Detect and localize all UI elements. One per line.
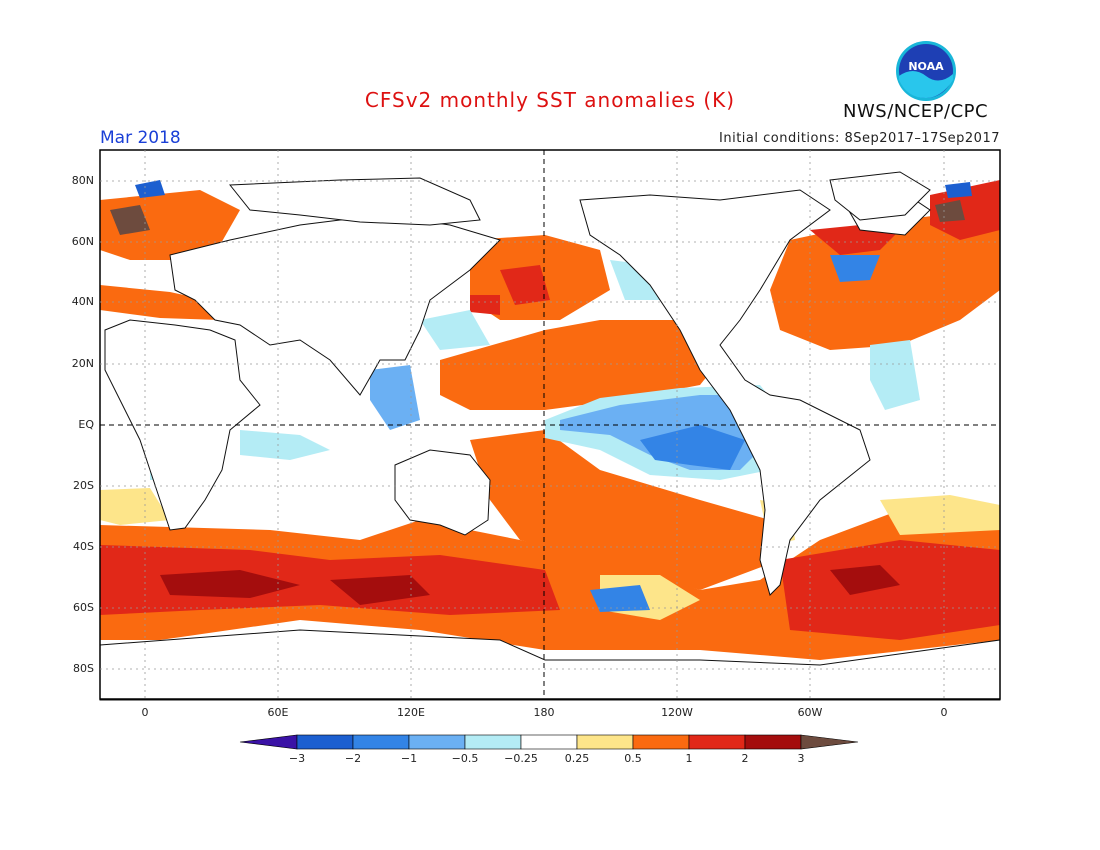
colorbar: [239, 734, 859, 750]
lat-label: 40N: [71, 295, 94, 308]
lat-label: 80S: [73, 662, 94, 675]
lat-label: 20N: [71, 357, 94, 370]
agency-label: NWS/NCEP/CPC: [843, 101, 989, 122]
map-title: CFSv2 monthly SST anomalies (K): [364, 88, 736, 112]
colorbar-label: −0.5: [451, 752, 479, 765]
colorbar-swatch: [464, 734, 522, 750]
lat-label: 40S: [73, 540, 94, 553]
colorbar-label: 0.25: [564, 752, 590, 765]
colorbar-swatch: [632, 734, 690, 750]
lon-label: 180: [533, 706, 555, 719]
colorbar-swatch: [296, 734, 354, 750]
lon-label: 60E: [267, 706, 289, 719]
colorbar-label: 2: [741, 752, 749, 765]
lon-label: 120E: [397, 706, 425, 719]
colorbar-label: 3: [797, 752, 805, 765]
colorbar-label: −2: [344, 752, 362, 765]
lat-label: 60N: [71, 235, 94, 248]
colorbar-label: −0.25: [504, 752, 538, 765]
valid-month: Mar 2018: [100, 128, 181, 148]
colorbar-swatch: [352, 734, 410, 750]
colorbar-swatch: [576, 734, 634, 750]
lon-label: 0: [141, 706, 149, 719]
lat-label: 20S: [73, 479, 94, 492]
colorbar-swatch: [520, 734, 578, 750]
equator-dateline: [100, 150, 1000, 699]
anomaly-field: [100, 180, 1000, 660]
colorbar-label: −3: [288, 752, 306, 765]
lon-label: 60W: [797, 706, 823, 719]
gridlines: [100, 150, 1000, 699]
colorbar-swatch: [408, 734, 466, 750]
lat-label: 60S: [73, 601, 94, 614]
lat-label: EQ: [78, 418, 94, 431]
colorbar-swatch: [688, 734, 746, 750]
colorbar-label: 0.5: [624, 752, 642, 765]
logo-text: NOAA: [908, 60, 944, 73]
lon-label: 0: [940, 706, 948, 719]
colorbar-label: −1: [400, 752, 418, 765]
noaa-logo-icon: NOAA: [896, 41, 956, 101]
colorbar-min-arrow: [239, 734, 298, 750]
lat-label: 80N: [71, 174, 94, 187]
colorbar-max-arrow: [800, 734, 859, 750]
lon-label: 120W: [661, 706, 693, 719]
colorbar-swatch: [744, 734, 802, 750]
colorbar-label: 1: [685, 752, 693, 765]
initial-conditions: Initial conditions: 8Sep2017–17Sep2017: [719, 131, 1000, 146]
